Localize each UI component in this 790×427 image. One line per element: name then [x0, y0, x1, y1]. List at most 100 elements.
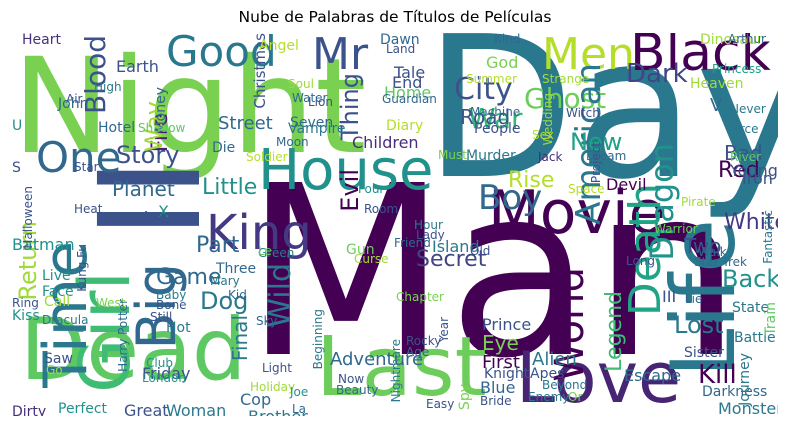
- cloud-word: Old: [470, 244, 491, 258]
- cloud-word: Shadow: [138, 121, 186, 135]
- cloud-word: Face: [42, 284, 74, 300]
- cloud-word: Kiss: [12, 308, 40, 324]
- cloud-word: White: [724, 210, 778, 235]
- cloud-word: Iron: [742, 169, 773, 188]
- cloud-word: Lion: [308, 95, 333, 109]
- cloud-word: Star: [74, 160, 99, 174]
- cloud-word: Long: [626, 254, 656, 268]
- cloud-word: Eye: [482, 331, 519, 355]
- cloud-word: Still: [150, 310, 173, 324]
- cloud-word: Le: [258, 244, 272, 258]
- cloud-word: Beyond: [542, 378, 588, 392]
- cloud-word: Little: [202, 175, 258, 200]
- cloud-word: Jack: [538, 150, 563, 164]
- cloud-word: Seven: [290, 115, 334, 131]
- cloud-word: Joe: [290, 385, 309, 399]
- cloud-word: Water: [292, 91, 328, 105]
- cloud-word: III: [662, 287, 677, 306]
- cloud-word: Road: [460, 105, 511, 129]
- cloud-word: Boy: [478, 178, 543, 218]
- cloud-word: Summer: [466, 72, 517, 86]
- cloud-word: Pirate: [681, 195, 716, 209]
- cloud-word: Dinosaur: [700, 33, 763, 48]
- cloud-word: Battle: [734, 330, 776, 346]
- word-cloud: Man Day Night II Dead Love Last Life Movie House G…: [12, 33, 778, 416]
- cloud-word: Good: [166, 33, 277, 76]
- cloud-word: Children: [352, 133, 419, 152]
- cloud-word: Rise: [508, 168, 555, 193]
- cloud-word: Green: [258, 246, 295, 260]
- cloud-word: Beginning: [311, 309, 325, 370]
- cloud-word: Legend: [602, 291, 627, 372]
- cloud-word: Heat: [74, 202, 103, 216]
- cloud-word: Nightmare: [389, 339, 403, 403]
- cloud-word: Warrior: [654, 222, 698, 236]
- cloud-word: Force: [726, 122, 759, 136]
- cloud-word: Soldier: [246, 150, 288, 164]
- cloud-word: Walk: [698, 245, 727, 259]
- cloud-word: Kind: [494, 33, 521, 46]
- cloud-word: Lost: [674, 311, 724, 339]
- cloud-word: Sea: [158, 172, 185, 188]
- cloud-word: Three: [216, 261, 257, 277]
- cloud-word: Live: [42, 268, 71, 284]
- cloud-word: Spy: [457, 384, 473, 411]
- cloud-word: Friend: [394, 236, 431, 250]
- cloud-word: Cop: [240, 390, 272, 409]
- cloud-word: West: [96, 296, 126, 310]
- cloud-word: Air: [66, 92, 83, 106]
- cloud-word: Enemy: [528, 390, 570, 404]
- cloud-word: Adventure: [330, 349, 424, 370]
- cloud-word: Devil: [606, 175, 647, 194]
- cloud-word: One: [36, 133, 122, 182]
- cloud-word: Heart: [22, 33, 61, 48]
- cloud-word: Go: [46, 363, 63, 377]
- cloud-word: Planet: [112, 177, 175, 201]
- cloud-word: Kid: [228, 288, 247, 302]
- cloud-word: Ghost: [524, 82, 607, 115]
- cloud-word: Sex: [532, 128, 554, 142]
- cloud-word: Dark: [626, 59, 688, 89]
- cloud-word: Man: [244, 135, 742, 410]
- cloud-word: Back: [722, 265, 778, 293]
- cloud-word: Beauty: [336, 383, 379, 397]
- cloud-word: Home: [384, 83, 432, 102]
- cloud-word: Bone: [156, 298, 187, 312]
- cloud-word: Angel: [259, 38, 299, 54]
- cloud-word: Red: [718, 158, 760, 183]
- cloud-word: Dream: [586, 149, 627, 163]
- cloud-word: Moon: [276, 135, 309, 149]
- cloud-word: Mary: [210, 274, 240, 288]
- cloud-word: Year: [437, 317, 451, 343]
- cloud-word: Sister: [684, 345, 724, 361]
- cloud-word: Sky: [256, 314, 278, 328]
- cloud-word: Vampire: [288, 121, 346, 137]
- cloud-word: Must: [438, 148, 467, 162]
- cloud-word: First: [482, 352, 520, 373]
- cloud-word: Prince: [482, 315, 532, 334]
- cloud-word: Holiday: [250, 380, 296, 394]
- cloud-word: Dawn: [380, 33, 420, 48]
- cloud-word: City: [454, 72, 513, 107]
- cloud-word: Harry Potter: [116, 299, 130, 372]
- cloud-word: Bride: [480, 394, 512, 408]
- cloud-word: V: [710, 95, 723, 116]
- cloud-word: Strange: [542, 72, 590, 86]
- cloud-word: Land: [386, 42, 416, 56]
- cloud-word: Earth: [116, 57, 159, 76]
- cloud-word: Avenger: [142, 209, 192, 223]
- cloud-word: Love: [516, 337, 682, 416]
- cloud-word: Rocky: [406, 334, 442, 348]
- cloud-word: Blue: [480, 378, 516, 397]
- cloud-word: John: [58, 96, 89, 112]
- cloud-word: Light: [262, 361, 292, 375]
- cloud-word: Part: [196, 233, 240, 258]
- cloud-word: Movie: [488, 178, 666, 248]
- cloud-word: Alien: [532, 349, 577, 370]
- cloud-word: Secret: [416, 247, 487, 272]
- cloud-word: Dracula: [42, 313, 89, 327]
- cloud-word: Day: [424, 33, 778, 223]
- cloud-word: Call: [44, 294, 71, 310]
- cloud-word: Monster: [718, 399, 778, 417]
